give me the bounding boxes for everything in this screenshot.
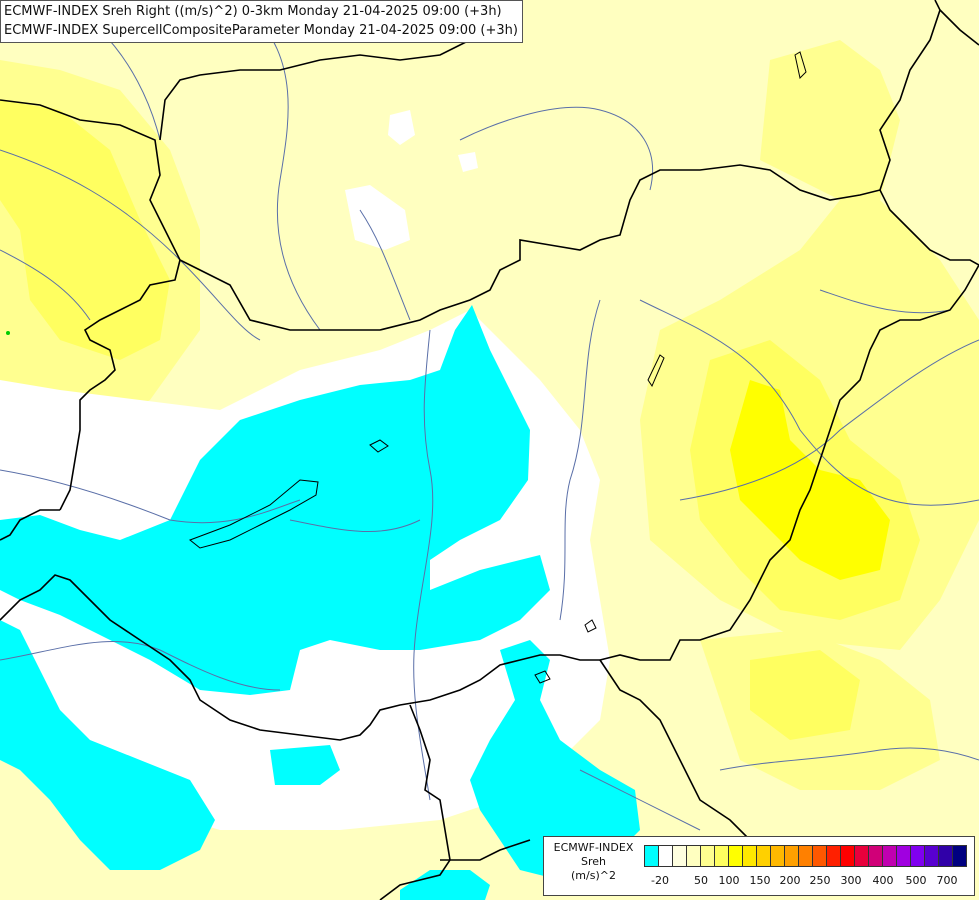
legend-swatches	[644, 845, 967, 867]
title-box: ECMWF-INDEX Sreh Right ((m/s)^2) 0-3km M…	[0, 0, 523, 43]
field-yellow-west	[0, 100, 170, 360]
legend-ticks: -20 50 100 150 200 250 300 400 500 700	[645, 874, 975, 890]
legend-swatch	[798, 845, 813, 867]
legend-tick-label: 200	[779, 874, 801, 887]
legend-swatch	[756, 845, 771, 867]
legend-swatch	[896, 845, 911, 867]
field-cyan-south-patch	[270, 745, 340, 785]
legend-swatch	[826, 845, 841, 867]
lake-small-2	[584, 619, 597, 633]
lake-balaton	[189, 479, 319, 549]
title-line-1: ECMWF-INDEX Sreh Right ((m/s)^2) 0-3km M…	[4, 4, 502, 19]
legend-swatch	[840, 845, 855, 867]
legend-tick-label: 500	[905, 874, 927, 887]
legend-swatch	[728, 845, 743, 867]
legend-swatch	[952, 845, 967, 867]
legend-swatch	[742, 845, 757, 867]
legend-swatch	[686, 845, 701, 867]
field-bright-yellow-core	[730, 380, 890, 580]
legend-swatch	[644, 845, 659, 867]
legend-swatch	[910, 845, 925, 867]
field-cyan-southeast	[470, 640, 640, 880]
legend-swatch	[770, 845, 785, 867]
lake-small-3	[534, 670, 551, 684]
legend-tick-label: 100	[718, 874, 740, 887]
legend-unit: (m/s)^2	[571, 869, 616, 882]
legend-labels: ECMWF-INDEX Sreh (m/s)^2	[546, 841, 641, 883]
legend-tick-label: 50	[694, 874, 708, 887]
field-cyan-bottom-patch	[400, 870, 490, 900]
legend-swatch	[868, 845, 883, 867]
legend-swatch	[812, 845, 827, 867]
field-yellow-southeast	[750, 650, 860, 740]
lake-small-4	[794, 51, 807, 80]
legend-swatch	[924, 845, 939, 867]
legend-swatch	[658, 845, 673, 867]
color-legend: ECMWF-INDEX Sreh (m/s)^2 -20 50 100 150 200 2…	[543, 836, 975, 896]
legend-swatch	[854, 845, 869, 867]
field-white-spot-2	[458, 152, 478, 172]
legend-field: Sreh	[580, 855, 606, 868]
lake-small-1	[369, 439, 389, 453]
legend-tick-label: 700	[936, 874, 958, 887]
legend-tick-label: 300	[840, 874, 862, 887]
legend-source: ECMWF-INDEX	[553, 841, 634, 854]
rivers	[0, 9, 979, 831]
legend-swatch	[938, 845, 953, 867]
field-cyan-central	[0, 305, 550, 695]
legend-swatch	[784, 845, 799, 867]
legend-tick-label: 150	[749, 874, 771, 887]
legend-swatch	[700, 845, 715, 867]
legend-swatch	[882, 845, 897, 867]
legend-tick-label: 400	[872, 874, 894, 887]
legend-swatch	[714, 845, 729, 867]
field-white-spot-1	[388, 110, 415, 145]
station-marker	[6, 331, 10, 335]
legend-swatch	[672, 845, 687, 867]
lake-small-5	[647, 354, 665, 388]
legend-tick-label: -20	[651, 874, 669, 887]
field-white-north	[345, 185, 410, 250]
field-cyan-southwest	[0, 620, 215, 870]
legend-tick-label: 250	[809, 874, 831, 887]
title-line-2: ECMWF-INDEX SupercellCompositeParameter …	[4, 23, 518, 38]
